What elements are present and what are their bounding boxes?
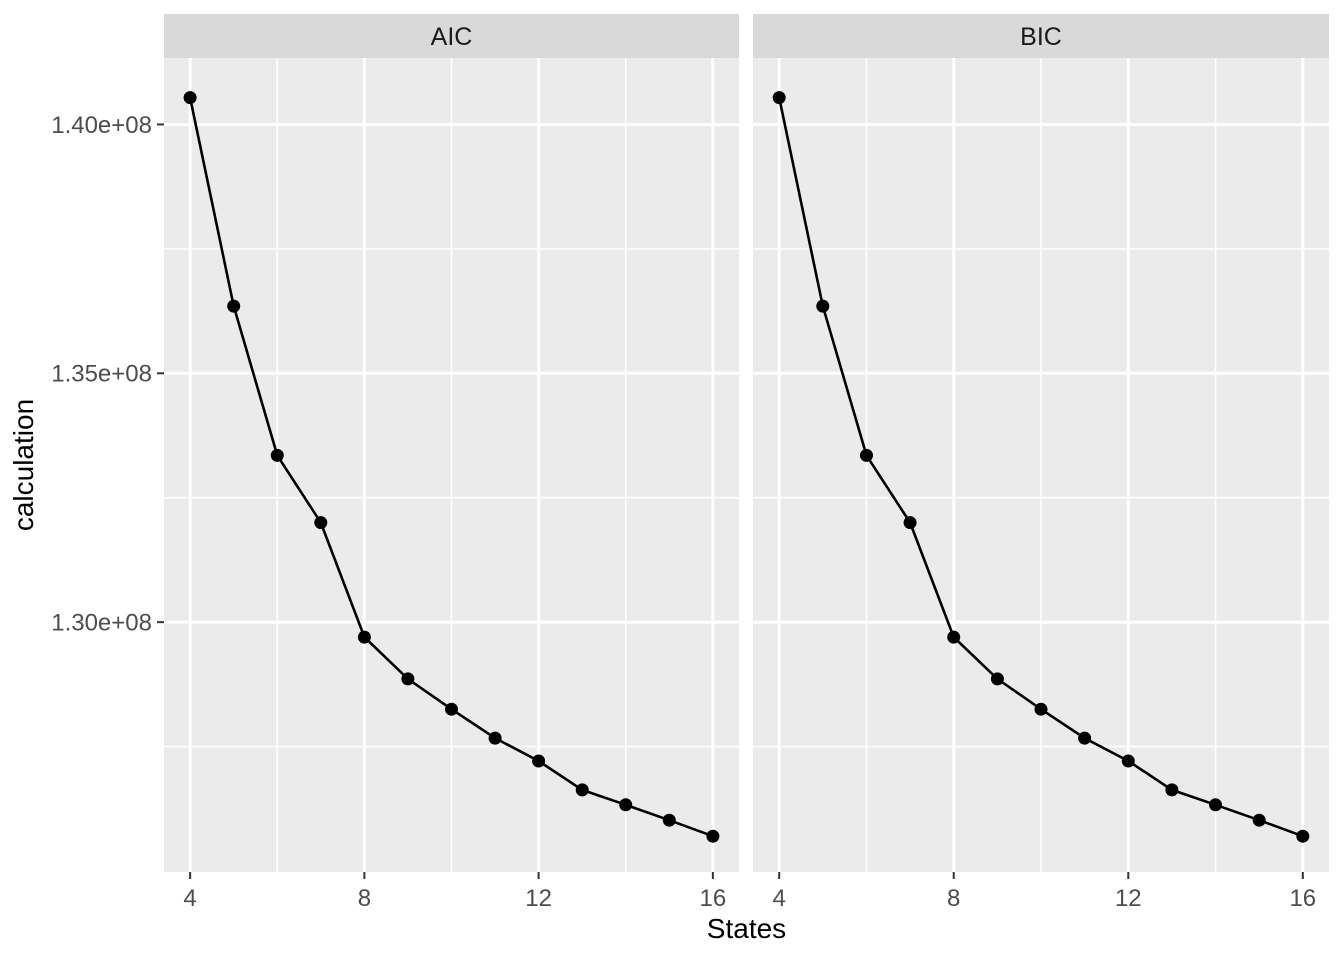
data-point-bic-16 <box>1296 829 1310 843</box>
x-axis-title: States <box>707 913 786 944</box>
y-tick-label-130e08: 1.30e+08 <box>51 610 152 637</box>
tick-mark-layer <box>157 123 1304 879</box>
facet-strip-aic <box>164 14 739 58</box>
data-point-aic-15 <box>662 813 676 827</box>
x-tick-label-aic-4: 4 <box>183 885 196 912</box>
data-point-aic-13 <box>575 783 589 797</box>
series-layer <box>183 91 1310 843</box>
data-point-aic-7 <box>314 516 328 530</box>
x-tick-label-bic-8: 8 <box>947 885 960 912</box>
data-point-bic-14 <box>1209 798 1222 812</box>
data-point-bic-7 <box>903 516 917 530</box>
x-tick-label-bic-16: 16 <box>1289 885 1316 912</box>
data-point-aic-12 <box>532 754 546 768</box>
x-tick-label-aic-12: 12 <box>525 885 552 912</box>
data-point-bic-8 <box>947 630 961 644</box>
data-point-bic-15 <box>1252 813 1266 827</box>
x-tick-label-bic-4: 4 <box>773 885 786 912</box>
data-point-aic-11 <box>488 731 502 745</box>
x-tick-label-aic-16: 16 <box>700 885 727 912</box>
x-tick-label-bic-12: 12 <box>1115 885 1142 912</box>
data-point-aic-14 <box>619 798 633 812</box>
facet-strip-label-aic: AIC <box>431 23 473 51</box>
data-point-bic-10 <box>1034 702 1048 716</box>
data-point-aic-6 <box>270 448 284 462</box>
facet-strip-label-bic: BIC <box>1020 23 1062 51</box>
facet-strip-bic <box>753 14 1329 58</box>
data-point-aic-8 <box>357 630 371 644</box>
data-point-aic-16 <box>706 829 720 843</box>
data-point-bic-11 <box>1078 731 1092 745</box>
data-point-bic-12 <box>1121 754 1135 768</box>
data-point-bic-5 <box>816 299 830 313</box>
y-axis-title: calculation <box>8 399 39 531</box>
y-tick-label-135e08: 1.35e+08 <box>51 361 152 388</box>
data-point-aic-10 <box>445 702 458 716</box>
data-point-bic-13 <box>1165 783 1179 797</box>
panel-layer <box>164 14 1329 872</box>
data-point-aic-4 <box>183 91 197 105</box>
data-point-bic-9 <box>990 672 1004 686</box>
data-point-bic-6 <box>860 448 873 462</box>
data-point-aic-9 <box>401 672 415 686</box>
data-point-aic-5 <box>227 299 241 313</box>
data-point-bic-4 <box>772 91 786 105</box>
y-tick-label-140e08: 1.40e+08 <box>51 112 152 139</box>
x-tick-label-aic-8: 8 <box>358 885 371 912</box>
